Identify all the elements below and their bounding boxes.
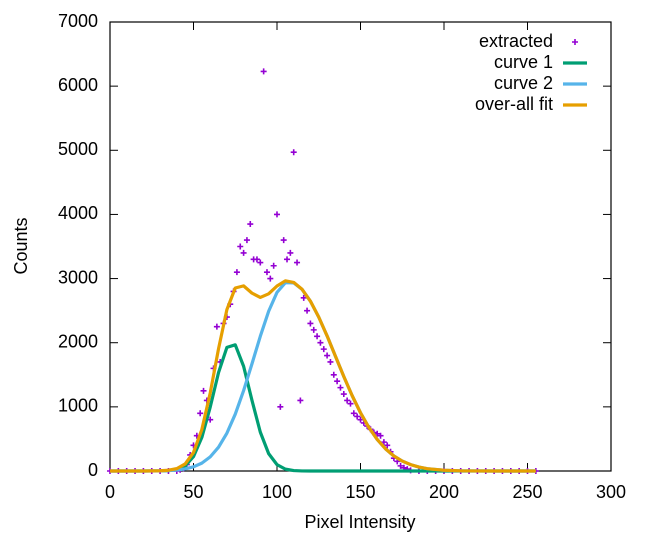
point: [572, 39, 578, 45]
x-tick-label: 300: [596, 482, 626, 502]
point: [280, 237, 287, 244]
point: [324, 352, 331, 359]
y-tick-label: 2000: [58, 331, 98, 351]
point: [300, 294, 307, 301]
legend-label: curve 1: [494, 52, 553, 72]
point: [294, 259, 301, 266]
point: [310, 326, 317, 333]
x-tick-label: 250: [512, 482, 542, 502]
point: [243, 237, 250, 244]
point: [233, 269, 240, 276]
point: [314, 333, 321, 340]
point: [320, 346, 327, 353]
point: [260, 68, 267, 75]
x-tick-label: 50: [183, 482, 203, 502]
point: [317, 339, 324, 346]
point: [350, 410, 357, 417]
point: [384, 442, 391, 449]
point: [354, 413, 361, 420]
point: [347, 400, 354, 407]
y-tick-label: 7000: [58, 11, 98, 31]
x-axis-label: Pixel Intensity: [304, 512, 415, 532]
y-tick-label: 0: [88, 460, 98, 480]
point: [327, 358, 334, 365]
legend-label: curve 2: [494, 73, 553, 93]
point: [397, 462, 404, 469]
x-tick-label: 200: [429, 482, 459, 502]
point: [274, 211, 280, 218]
point: [334, 378, 341, 385]
point: [287, 249, 294, 256]
legend-label: extracted: [479, 31, 553, 51]
point: [340, 391, 347, 398]
point: [344, 397, 351, 404]
point: [284, 256, 291, 263]
y-tick-label: 4000: [58, 203, 98, 223]
y-tick-label: 6000: [58, 75, 98, 95]
point: [337, 384, 344, 391]
line: [110, 343, 536, 473]
point: [304, 307, 311, 314]
point: [270, 262, 277, 269]
point: [253, 256, 260, 263]
x-tick-label: 100: [262, 482, 292, 502]
point: [290, 149, 297, 156]
x-tick-label: 0: [105, 482, 115, 502]
point: [357, 416, 364, 423]
line: [110, 281, 536, 473]
legend-label: over-all fit: [475, 94, 553, 114]
y-tick-label: 3000: [58, 267, 98, 287]
point: [240, 249, 247, 256]
point: [307, 320, 314, 327]
point: [213, 323, 220, 330]
point: [380, 439, 387, 446]
point: [297, 397, 304, 404]
point: [247, 221, 254, 228]
y-tick-label: 5000: [58, 139, 98, 159]
point: [197, 410, 204, 417]
x-tick-label: 150: [345, 482, 375, 502]
point: [263, 269, 270, 276]
point: [377, 432, 384, 439]
line: [110, 279, 536, 473]
point: [267, 275, 274, 282]
point: [277, 403, 284, 410]
y-axis-label: Counts: [11, 217, 31, 274]
y-tick-label: 1000: [58, 396, 98, 416]
point: [200, 387, 207, 394]
point: [330, 371, 337, 378]
point: [257, 259, 264, 266]
point: [237, 243, 244, 250]
